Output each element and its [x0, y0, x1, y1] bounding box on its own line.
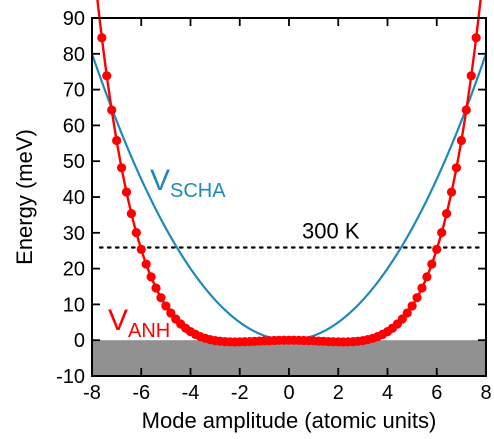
- x-tick-label: -2: [231, 382, 249, 404]
- anh-data-point: [116, 163, 127, 173]
- y-tick-label: 0: [74, 330, 85, 352]
- scha-label-subscript: SCHA: [170, 180, 226, 202]
- scha-label-main: V: [150, 164, 170, 197]
- anh-series-label: VANH: [108, 304, 170, 342]
- anh-data-point: [422, 272, 432, 282]
- x-axis-title: Mode amplitude (atomic units): [142, 408, 437, 433]
- y-tick-label: 90: [63, 8, 85, 30]
- anh-data-point: [402, 308, 412, 318]
- anh-data-point: [417, 283, 427, 293]
- y-tick-label: 70: [63, 80, 85, 102]
- y-tick-label: 60: [63, 115, 85, 137]
- x-tick-label: -8: [83, 382, 101, 404]
- anh-data-point: [432, 244, 442, 254]
- anh-data-point: [112, 135, 122, 146]
- x-tick-label: 8: [480, 382, 491, 404]
- y-tick-label: 50: [63, 151, 85, 173]
- anh-data-point: [412, 293, 422, 303]
- anh-data-point: [107, 105, 117, 115]
- y-tick-label: 40: [63, 187, 85, 209]
- anh-data-point: [136, 244, 146, 254]
- x-tick-label: 0: [283, 382, 294, 404]
- anh-data-point: [102, 71, 112, 81]
- anh-data-point: [437, 228, 447, 238]
- y-tick-label: 20: [63, 259, 85, 281]
- anh-data-point: [442, 209, 452, 219]
- anh-data-point: [427, 259, 437, 269]
- anh-data-point: [151, 283, 161, 293]
- anh-data-point: [446, 187, 457, 197]
- anh-data-point: [407, 301, 417, 311]
- y-tick-labels: -10 0 10 20 30 40 50 60 70 80 90: [56, 8, 85, 388]
- temperature-label: 300 K: [302, 218, 360, 243]
- x-tick-labels: -8 -6 -4 -2 0 2 4 6 8: [83, 382, 491, 404]
- anh-data-point: [471, 33, 481, 43]
- anh-data-point: [156, 293, 166, 303]
- anh-label-main: V: [108, 304, 128, 337]
- anh-data-point: [121, 187, 132, 197]
- x-tick-label: 6: [431, 382, 442, 404]
- anh-data-point: [461, 105, 471, 115]
- y-tick-label: 10: [63, 294, 85, 316]
- anh-data-point: [456, 135, 466, 146]
- x-tick-label: -4: [182, 382, 200, 404]
- anh-data-point: [141, 259, 151, 269]
- anh-data-point: [131, 228, 141, 238]
- scha-series-label: VSCHA: [150, 164, 226, 202]
- anh-data-point: [146, 272, 156, 282]
- y-axis-title: Energy (meV): [12, 129, 37, 265]
- x-tick-label: 2: [333, 382, 344, 404]
- anh-data-point: [97, 33, 107, 43]
- anh-label-subscript: ANH: [128, 320, 170, 342]
- y-tick-label: 80: [63, 44, 85, 66]
- anh-data-point: [451, 163, 462, 173]
- anh-data-point: [466, 71, 476, 81]
- plot-frame: [91, 17, 487, 377]
- anh-data-point: [126, 209, 136, 219]
- x-tick-label: -6: [132, 382, 150, 404]
- x-tick-label: 4: [382, 382, 393, 404]
- anharmonic-markers: [97, 33, 481, 347]
- y-tick-label: 30: [63, 223, 85, 245]
- y-tick-label: -10: [56, 366, 85, 388]
- anh-data-point: [161, 301, 171, 311]
- plot-background: [92, 18, 486, 376]
